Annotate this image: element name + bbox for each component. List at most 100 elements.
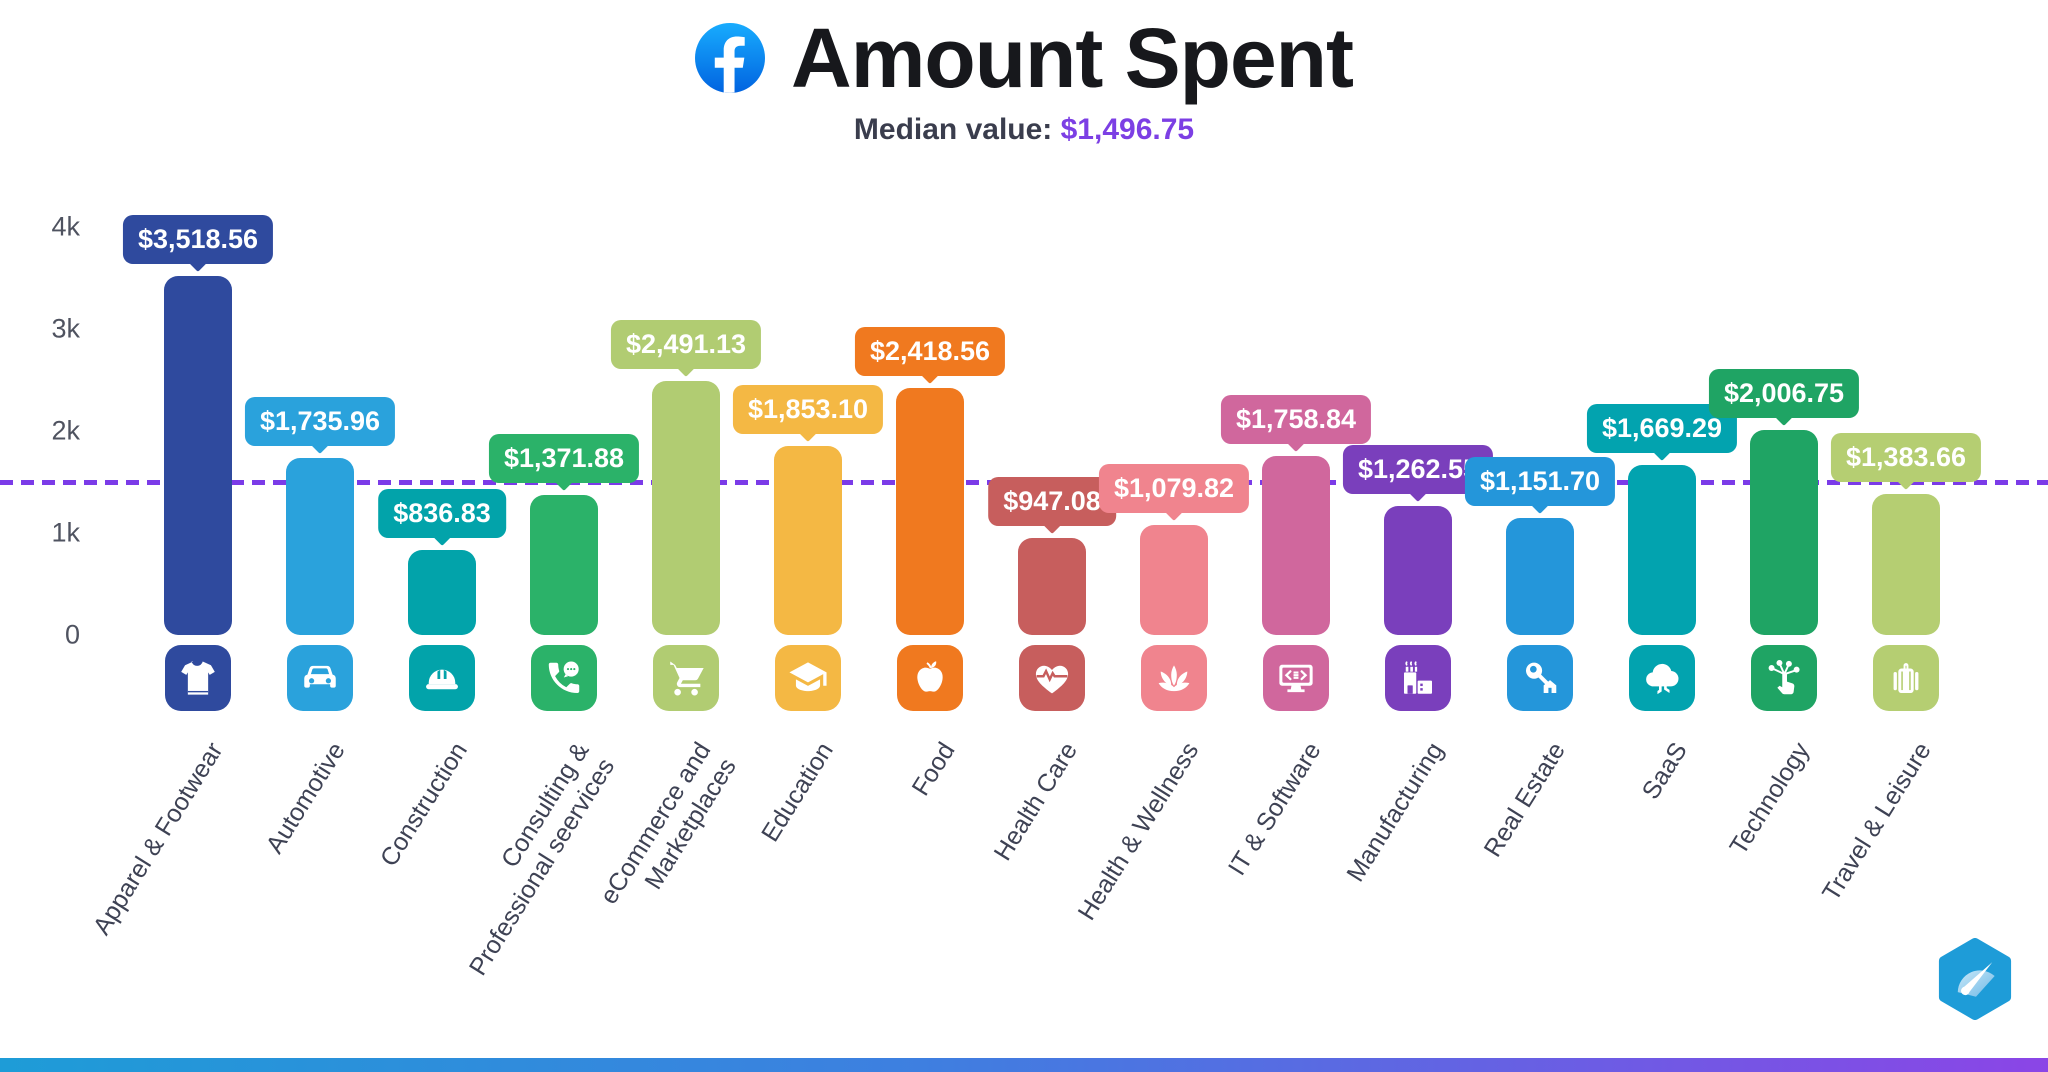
value-badge-saas: $1,669.29 bbox=[1586, 403, 1738, 461]
value-badge-food: $2,418.56 bbox=[854, 327, 1006, 385]
median-value: $1,496.75 bbox=[1060, 113, 1195, 146]
code-monitor-icon bbox=[1263, 645, 1329, 711]
category-label-consulting-professional-seervices: Consulting & Professional seervices bbox=[463, 737, 621, 981]
badge-pointer bbox=[188, 252, 208, 272]
value-badge-text: $1,758.84 bbox=[1220, 394, 1372, 452]
y-axis-tick-3k: 3k bbox=[51, 313, 80, 344]
value-badge-text: $836.83 bbox=[378, 488, 506, 546]
bar-travel-leisure bbox=[1872, 493, 1940, 635]
category-label-manufacturing: Manufacturing bbox=[1340, 737, 1449, 887]
badge-pointer bbox=[310, 434, 330, 454]
bar-technology bbox=[1750, 430, 1818, 635]
value-badge-real-estate: $1,151.70 bbox=[1464, 456, 1616, 514]
graduation-cap-icon bbox=[775, 645, 841, 711]
badge-pointer bbox=[1896, 469, 1916, 490]
category-label-travel-leisure: Travel & Leisure bbox=[1816, 737, 1937, 906]
value-badge-health-care: $947.08 bbox=[988, 477, 1116, 535]
bar-real-estate bbox=[1506, 517, 1574, 635]
badge-pointer bbox=[1408, 482, 1428, 503]
bar-consulting-professional-seervices bbox=[530, 495, 598, 635]
bar-it-software bbox=[1262, 455, 1330, 635]
category-label-it-software: IT & Software bbox=[1222, 737, 1327, 881]
badge-pointer bbox=[432, 525, 452, 546]
badge-pointer bbox=[920, 364, 940, 385]
value-badge-consulting-professional-seervices: $1,371.88 bbox=[488, 434, 640, 491]
phone-chat-icon bbox=[531, 645, 597, 711]
value-badge-text: $1,669.29 bbox=[1586, 403, 1738, 461]
bar-automotive bbox=[286, 457, 354, 635]
value-badge-travel-leisure: $1,383.66 bbox=[1830, 432, 1982, 490]
value-badge-text: $1,853.10 bbox=[732, 384, 884, 442]
apple-icon bbox=[897, 645, 963, 711]
heart-pulse-icon bbox=[1019, 645, 1085, 711]
bar-construction bbox=[408, 549, 476, 635]
y-axis-tick-0: 0 bbox=[64, 619, 80, 650]
value-badge-apparel-footwear: $3,518.56 bbox=[122, 215, 274, 272]
value-badge-text: $2,491.13 bbox=[610, 319, 762, 377]
category-label-apparel-footwear: Apparel & Footwear bbox=[87, 737, 229, 940]
hard-hat-icon bbox=[409, 645, 475, 711]
value-badge-text: $1,151.70 bbox=[1464, 456, 1616, 514]
cloud-icon bbox=[1629, 645, 1695, 711]
badge-pointer bbox=[1164, 500, 1184, 521]
bar-health-care bbox=[1018, 538, 1086, 635]
page-title: Amount Spent bbox=[791, 11, 1354, 105]
badge-pointer bbox=[676, 356, 696, 377]
median-label: Median value: bbox=[853, 113, 1053, 146]
bar-education bbox=[774, 445, 842, 635]
category-label-real-estate: Real Estate bbox=[1478, 737, 1571, 862]
bar-manufacturing bbox=[1384, 506, 1452, 635]
value-badge-text: $947.08 bbox=[988, 477, 1116, 535]
value-badge-construction: $836.83 bbox=[378, 488, 506, 546]
touch-network-icon bbox=[1751, 645, 1817, 711]
median-subtitle: Median value: $1,496.75 bbox=[0, 113, 2048, 147]
factory-icon bbox=[1385, 645, 1451, 711]
category-label-construction: Construction bbox=[374, 737, 473, 872]
hexagon-gauge-logo bbox=[1934, 938, 2016, 1024]
badge-pointer bbox=[798, 422, 818, 442]
value-badge-text: $3,518.56 bbox=[122, 215, 274, 272]
y-axis-tick-1k: 1k bbox=[51, 517, 80, 548]
category-label-technology: Technology bbox=[1723, 737, 1815, 860]
value-badge-ecommerce-and-marketplaces: $2,491.13 bbox=[610, 319, 762, 377]
badge-pointer bbox=[1530, 493, 1550, 514]
shopping-cart-icon bbox=[653, 645, 719, 711]
footer-gradient-bar bbox=[0, 1058, 2048, 1072]
value-badge-text: $2,006.75 bbox=[1708, 369, 1860, 427]
category-label-health-care: Health Care bbox=[988, 737, 1083, 866]
badge-pointer bbox=[1652, 440, 1672, 461]
value-badge-text: $1,079.82 bbox=[1098, 463, 1250, 521]
category-label-education: Education bbox=[755, 737, 839, 847]
value-badge-education: $1,853.10 bbox=[732, 384, 884, 442]
car-icon bbox=[287, 645, 353, 711]
badge-pointer bbox=[1774, 406, 1794, 427]
category-label-food: Food bbox=[906, 737, 961, 801]
y-axis-tick-2k: 2k bbox=[51, 415, 80, 446]
bar-food bbox=[896, 388, 964, 635]
bar-apparel-footwear bbox=[164, 276, 232, 635]
tshirt-icon bbox=[165, 645, 231, 711]
value-badge-health-wellness: $1,079.82 bbox=[1098, 463, 1250, 521]
value-badge-it-software: $1,758.84 bbox=[1220, 394, 1372, 452]
bar-ecommerce-and-marketplaces bbox=[652, 380, 720, 635]
value-badge-text: $1,383.66 bbox=[1830, 432, 1982, 490]
badge-pointer bbox=[1286, 431, 1306, 452]
badge-pointer bbox=[1042, 514, 1062, 535]
key-icon bbox=[1507, 645, 1573, 711]
value-badge-automotive: $1,735.96 bbox=[244, 396, 396, 454]
value-badge-technology: $2,006.75 bbox=[1708, 369, 1860, 427]
category-label-saas: SaaS bbox=[1636, 737, 1693, 805]
facebook-icon bbox=[695, 23, 766, 93]
luggage-icon bbox=[1873, 645, 1939, 711]
bar-saas bbox=[1628, 464, 1696, 635]
lotus-icon bbox=[1141, 645, 1207, 711]
y-axis-tick-4k: 4k bbox=[51, 211, 80, 242]
category-label-health-wellness: Health & Wellness bbox=[1072, 737, 1205, 926]
chart-header: Amount Spent bbox=[0, 16, 2048, 100]
category-label-automotive: Automotive bbox=[260, 737, 351, 859]
value-badge-text: $1,371.88 bbox=[488, 434, 640, 491]
badge-pointer bbox=[554, 471, 574, 491]
value-badge-text: $1,735.96 bbox=[244, 396, 396, 454]
value-badge-text: $2,418.56 bbox=[854, 327, 1006, 385]
